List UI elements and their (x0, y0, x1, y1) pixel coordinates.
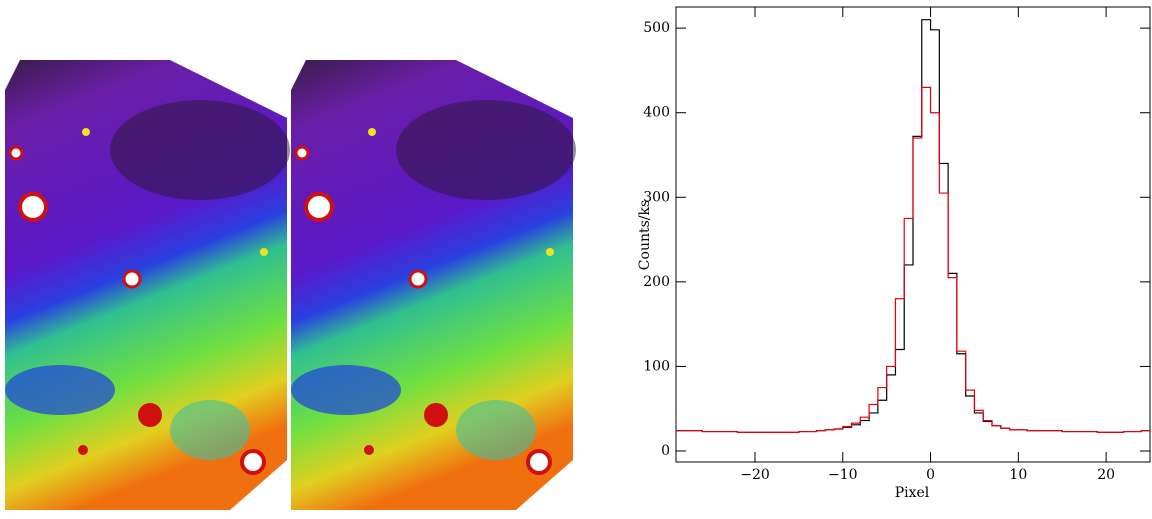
image-left (3, 58, 292, 512)
y-tick-label: 500 (643, 20, 670, 36)
y-axis-label: Counts/ks (637, 200, 653, 270)
y-tick-label: 100 (643, 358, 670, 374)
x-tick-label: 10 (1009, 467, 1027, 483)
y-tick-label: 200 (643, 274, 670, 290)
x-axis-label: Pixel (895, 485, 930, 501)
histogram-step (676, 86, 1150, 433)
image-right (289, 58, 578, 512)
x-tick-label: 20 (1097, 467, 1115, 483)
y-tick-label: 300 (643, 189, 670, 205)
y-tick-label: 400 (643, 105, 670, 121)
plot-frame (675, 6, 1151, 463)
histogram-step (676, 19, 1150, 433)
x-tick-label: −10 (828, 467, 858, 483)
y-tick-label: 0 (661, 443, 670, 459)
x-tick-label: −20 (740, 467, 770, 483)
x-tick-label: 0 (926, 467, 935, 483)
